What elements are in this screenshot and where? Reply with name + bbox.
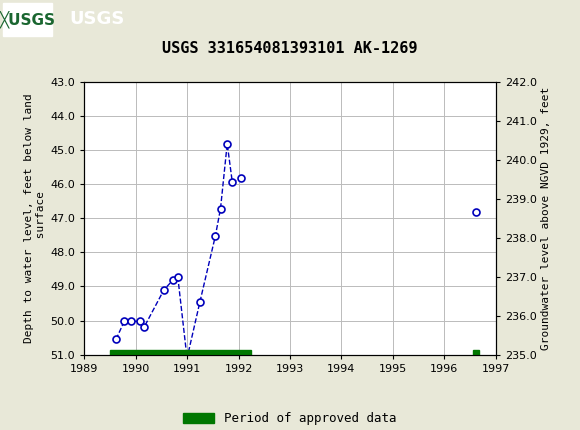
Text: USGS 331654081393101 AK-1269: USGS 331654081393101 AK-1269 bbox=[162, 41, 418, 56]
Text: ╳USGS: ╳USGS bbox=[0, 11, 56, 28]
Text: USGS: USGS bbox=[70, 10, 125, 28]
Y-axis label: Depth to water level, feet below land
 surface: Depth to water level, feet below land su… bbox=[24, 93, 46, 343]
FancyBboxPatch shape bbox=[3, 3, 52, 36]
Y-axis label: Groundwater level above NGVD 1929, feet: Groundwater level above NGVD 1929, feet bbox=[541, 86, 551, 350]
Bar bbox=[473, 350, 480, 355]
Bar bbox=[110, 350, 251, 355]
Legend: Period of approved data: Period of approved data bbox=[178, 407, 402, 430]
